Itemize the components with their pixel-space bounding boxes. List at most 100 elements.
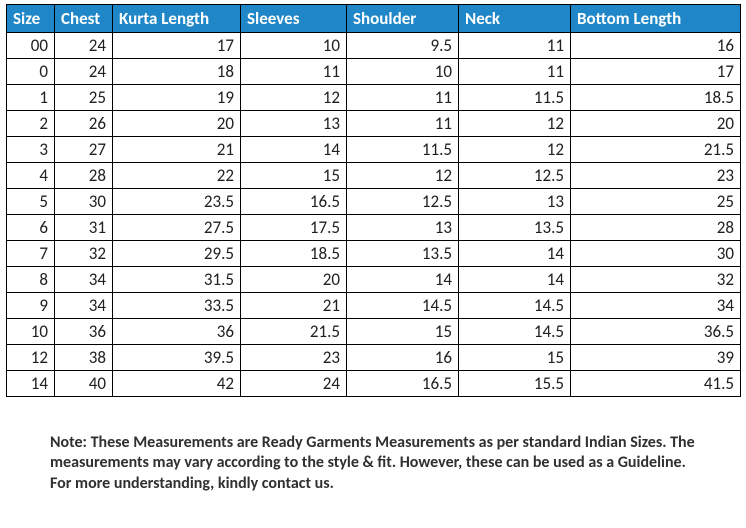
table-cell: 14 [347, 267, 459, 293]
col-header: Neck [459, 5, 571, 33]
table-cell: 3 [7, 137, 55, 163]
table-cell: 41.5 [571, 371, 741, 397]
table-cell: 15 [459, 345, 571, 371]
header-row: SizeChestKurta LengthSleevesShoulderNeck… [7, 5, 741, 33]
table-cell: 24 [241, 371, 347, 397]
col-header: Shoulder [347, 5, 459, 33]
table-cell: 25 [55, 85, 113, 111]
table-row: 42822151212.523 [7, 163, 741, 189]
table-cell: 14 [241, 137, 347, 163]
table-cell: 29.5 [113, 241, 241, 267]
table-cell: 28 [571, 215, 741, 241]
table-cell: 14 [459, 267, 571, 293]
table-cell: 18.5 [571, 85, 741, 111]
table-cell: 32 [55, 241, 113, 267]
table-cell: 11 [347, 111, 459, 137]
table-cell: 25 [571, 189, 741, 215]
col-header: Kurta Length [113, 5, 241, 33]
table-cell: 11 [347, 85, 459, 111]
table-cell: 19 [113, 85, 241, 111]
table-cell: 32 [571, 267, 741, 293]
table-cell: 14 [459, 241, 571, 267]
table-cell: 21 [113, 137, 241, 163]
table-cell: 42 [113, 371, 241, 397]
table-cell: 12 [459, 111, 571, 137]
table-row: 93433.52114.514.534 [7, 293, 741, 319]
table-cell: 00 [7, 33, 55, 59]
table-row: 53023.516.512.51325 [7, 189, 741, 215]
table-cell: 21.5 [241, 319, 347, 345]
table-cell: 13 [347, 215, 459, 241]
table-row: 73229.518.513.51430 [7, 241, 741, 267]
col-header: Size [7, 5, 55, 33]
table-cell: 31 [55, 215, 113, 241]
table-cell: 33.5 [113, 293, 241, 319]
table-cell: 4 [7, 163, 55, 189]
table-cell: 27 [55, 137, 113, 163]
table-cell: 12.5 [459, 163, 571, 189]
table-cell: 26 [55, 111, 113, 137]
table-cell: 13 [459, 189, 571, 215]
table-head: SizeChestKurta LengthSleevesShoulderNeck… [7, 5, 741, 33]
table-cell: 15 [241, 163, 347, 189]
table-cell: 16.5 [347, 371, 459, 397]
table-cell: 21.5 [571, 137, 741, 163]
table-cell: 30 [571, 241, 741, 267]
table-row: 83431.520141432 [7, 267, 741, 293]
table-cell: 38 [55, 345, 113, 371]
table-cell: 17 [113, 33, 241, 59]
table-cell: 13 [241, 111, 347, 137]
table-cell: 12 [241, 85, 347, 111]
table-cell: 21 [241, 293, 347, 319]
table-cell: 34 [55, 267, 113, 293]
table-cell: 24 [55, 59, 113, 85]
table-cell: 13.5 [459, 215, 571, 241]
table-cell: 18.5 [241, 241, 347, 267]
table-cell: 5 [7, 189, 55, 215]
table-cell: 28 [55, 163, 113, 189]
table-cell: 39.5 [113, 345, 241, 371]
table-cell: 20 [113, 111, 241, 137]
table-cell: 2 [7, 111, 55, 137]
table-cell: 40 [55, 371, 113, 397]
table-cell: 1 [7, 85, 55, 111]
table-cell: 27.5 [113, 215, 241, 241]
table-cell: 6 [7, 215, 55, 241]
table-cell: 23.5 [113, 189, 241, 215]
table-cell: 12 [347, 163, 459, 189]
table-row: 2262013111220 [7, 111, 741, 137]
table-cell: 36.5 [571, 319, 741, 345]
table-cell: 16 [571, 33, 741, 59]
table-cell: 9.5 [347, 33, 459, 59]
table-row: 10363621.51514.536.5 [7, 319, 741, 345]
table-cell: 12 [459, 137, 571, 163]
table-cell: 12.5 [347, 189, 459, 215]
table-cell: 20 [241, 267, 347, 293]
table-cell: 17 [571, 59, 741, 85]
table-cell: 7 [7, 241, 55, 267]
col-header: Bottom Length [571, 5, 741, 33]
table-cell: 10 [241, 33, 347, 59]
table-row: 1440422416.515.541.5 [7, 371, 741, 397]
table-row: 123839.523161539 [7, 345, 741, 371]
table-cell: 23 [571, 163, 741, 189]
table-cell: 11.5 [459, 85, 571, 111]
table-cell: 11 [241, 59, 347, 85]
table-cell: 23 [241, 345, 347, 371]
table-body: 002417109.51116024181110111712519121111.… [7, 33, 741, 397]
col-header: Chest [55, 5, 113, 33]
table-cell: 14 [7, 371, 55, 397]
table-cell: 36 [55, 319, 113, 345]
table-cell: 30 [55, 189, 113, 215]
table-cell: 16 [347, 345, 459, 371]
table-cell: 10 [7, 319, 55, 345]
table-cell: 17.5 [241, 215, 347, 241]
table-cell: 14.5 [347, 293, 459, 319]
size-chart-table: SizeChestKurta LengthSleevesShoulderNeck… [6, 4, 741, 397]
table-cell: 0 [7, 59, 55, 85]
table-cell: 18 [113, 59, 241, 85]
table-cell: 31.5 [113, 267, 241, 293]
table-cell: 14.5 [459, 293, 571, 319]
table-row: 002417109.51116 [7, 33, 741, 59]
table-cell: 14.5 [459, 319, 571, 345]
